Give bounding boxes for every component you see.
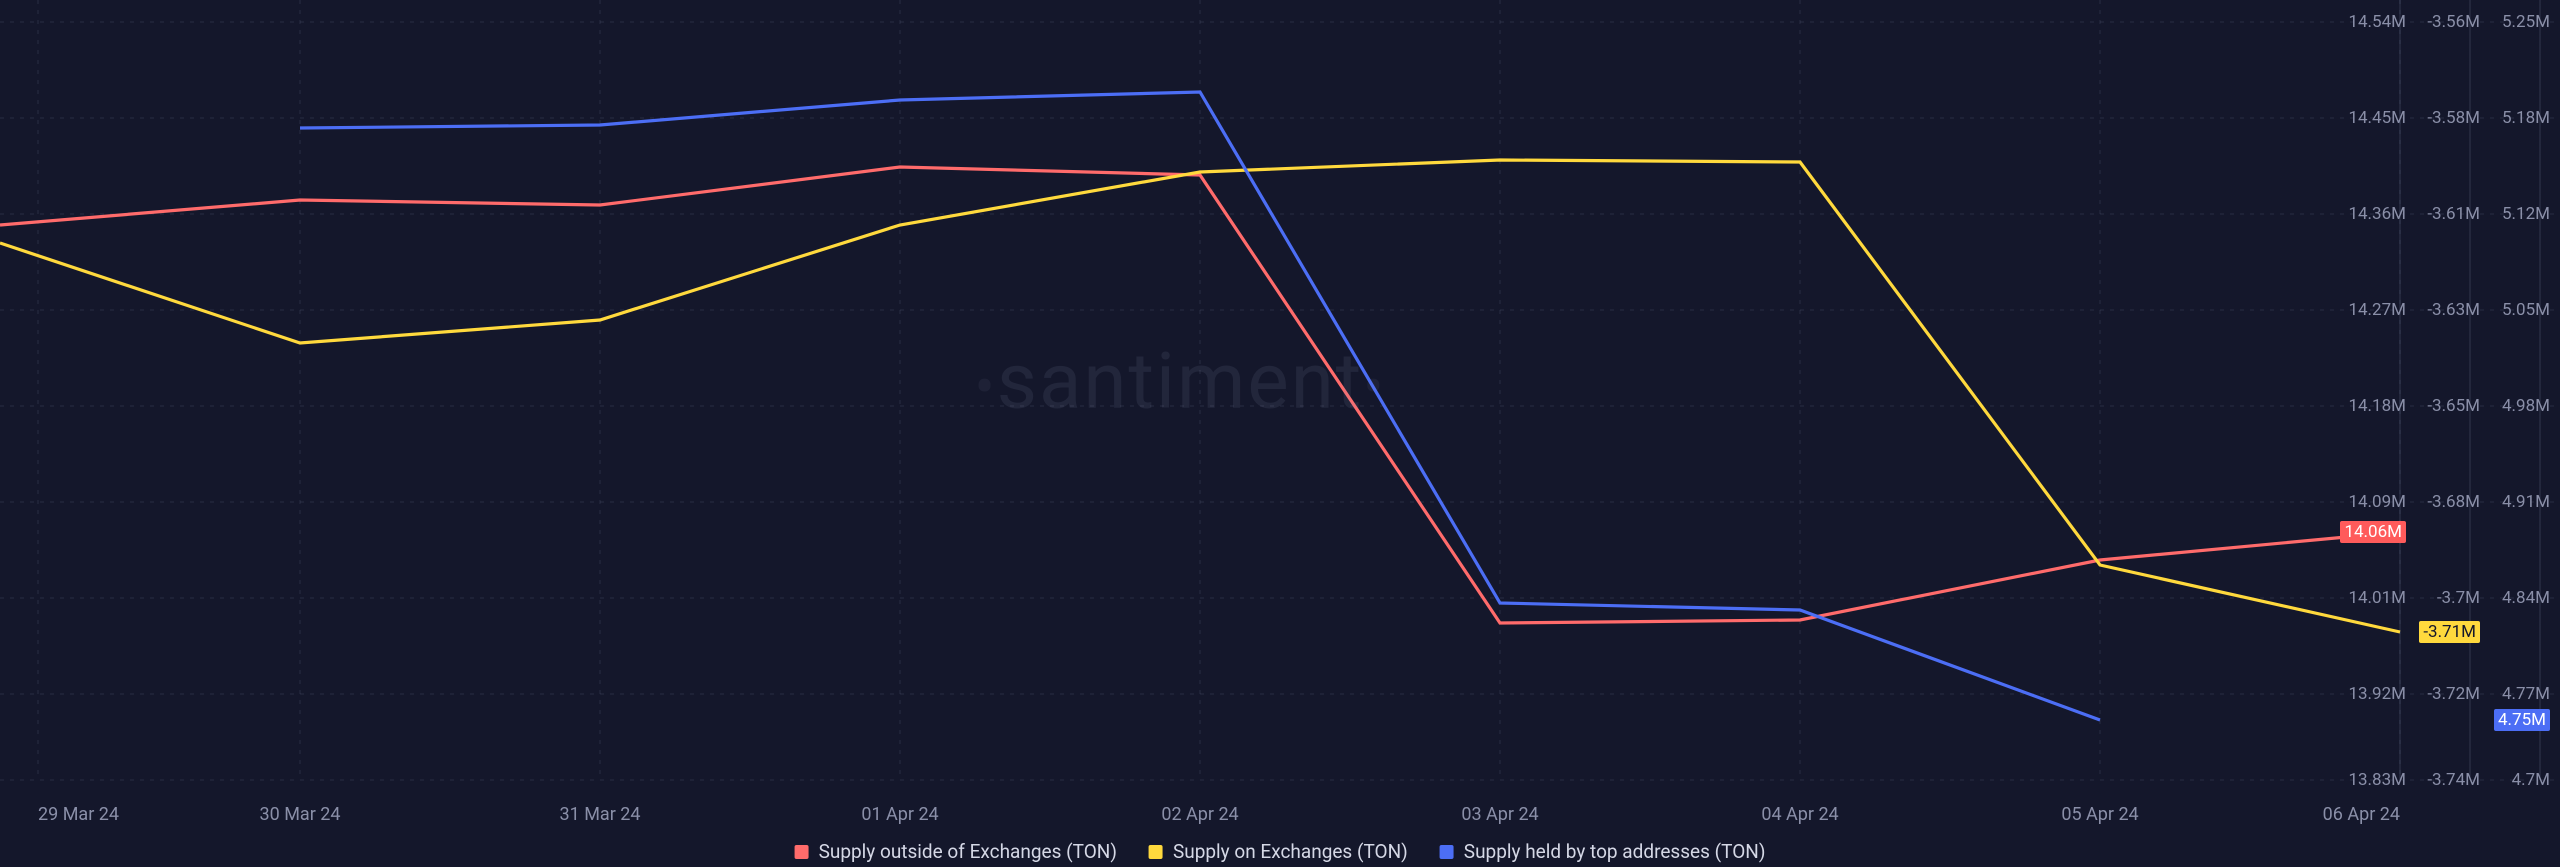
legend-label: Supply on Exchanges (TON)	[1173, 840, 1408, 863]
legend-item[interactable]: Supply held by top addresses (TON)	[1440, 840, 1766, 863]
y-tick: -3.58M	[2427, 108, 2480, 128]
x-tick: 05 Apr 24	[2061, 804, 2138, 825]
y-tick: 4.98M	[2502, 396, 2550, 416]
legend-item[interactable]: Supply outside of Exchanges (TON)	[795, 840, 1117, 863]
y-tick: 14.09M	[2348, 492, 2406, 512]
y-tick: -3.56M	[2427, 12, 2480, 32]
y-tick: 5.25M	[2502, 12, 2550, 32]
x-tick: 31 Mar 24	[560, 804, 641, 825]
y-tick: 13.92M	[2348, 684, 2406, 704]
chart-svg	[0, 0, 2560, 867]
x-tick: 29 Mar 24	[38, 804, 119, 825]
y-tick: 4.7M	[2512, 770, 2550, 790]
x-tick: 06 Apr 24	[2323, 804, 2400, 825]
y-tick: 14.01M	[2348, 588, 2406, 608]
legend-swatch	[795, 845, 809, 859]
y-tick: 5.05M	[2502, 300, 2550, 320]
y-tick: -3.65M	[2427, 396, 2480, 416]
y-current-badge: 14.06M	[2340, 521, 2406, 543]
y-tick: -3.63M	[2427, 300, 2480, 320]
x-tick: 04 Apr 24	[1761, 804, 1838, 825]
y-current-badge: 4.75M	[2494, 709, 2550, 731]
y-tick: 5.18M	[2502, 108, 2550, 128]
y-tick: -3.74M	[2427, 770, 2480, 790]
y-tick: 4.77M	[2502, 684, 2550, 704]
x-tick: 01 Apr 24	[861, 804, 938, 825]
legend-label: Supply held by top addresses (TON)	[1464, 840, 1766, 863]
y-tick: 4.91M	[2502, 492, 2550, 512]
legend-label: Supply outside of Exchanges (TON)	[819, 840, 1117, 863]
y-current-badge: -3.71M	[2419, 621, 2480, 643]
y-tick: 14.54M	[2348, 12, 2406, 32]
x-tick: 30 Mar 24	[260, 804, 341, 825]
x-tick: 02 Apr 24	[1161, 804, 1238, 825]
y-tick: 14.27M	[2348, 300, 2406, 320]
y-tick: 14.18M	[2348, 396, 2406, 416]
y-tick: -3.61M	[2427, 204, 2480, 224]
chart-container: •santiment• Supply outside of Exchanges …	[0, 0, 2560, 867]
y-tick: 4.84M	[2502, 588, 2550, 608]
y-tick: -3.72M	[2427, 684, 2480, 704]
series-supply-outside	[0, 167, 2400, 623]
legend-swatch	[1149, 845, 1163, 859]
y-tick: -3.7M	[2437, 588, 2480, 608]
y-tick: -3.68M	[2427, 492, 2480, 512]
y-tick: 14.36M	[2348, 204, 2406, 224]
legend-swatch	[1440, 845, 1454, 859]
y-tick: 13.83M	[2348, 770, 2406, 790]
legend-item[interactable]: Supply on Exchanges (TON)	[1149, 840, 1408, 863]
y-tick: 5.12M	[2502, 204, 2550, 224]
x-tick: 03 Apr 24	[1461, 804, 1538, 825]
y-tick: 14.45M	[2348, 108, 2406, 128]
legend: Supply outside of Exchanges (TON) Supply …	[795, 840, 1766, 863]
